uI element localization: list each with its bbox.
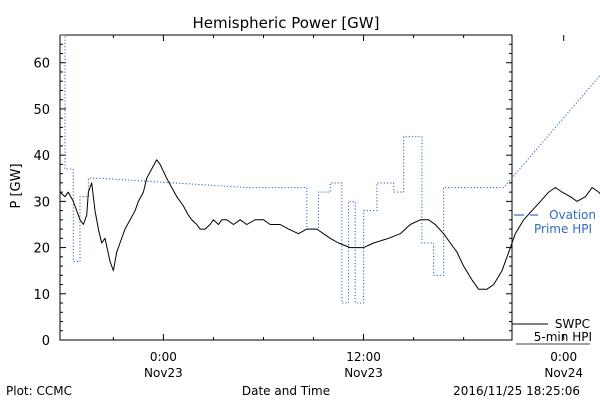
legend-ovation-label-line1: Ovation: [549, 208, 596, 222]
legend-swpc-label-line1: SWPC: [555, 317, 590, 331]
legend-ovation-label-line2: Prime HPI: [534, 222, 592, 236]
y-tick-label: 10: [33, 288, 50, 303]
y-tick-label: 60: [33, 57, 50, 72]
plot-frame: [59, 34, 513, 341]
plot-credit: Plot: CCMC: [6, 384, 72, 398]
x-tick-date-label: Nov24: [544, 366, 583, 380]
x-tick-date-label: Nov23: [144, 366, 183, 380]
y-axis-ticks: 0 10 20 30 40 50 60: [33, 43, 512, 349]
x-tick-time-label: 0:00: [550, 350, 577, 364]
x-tick-time-label: 0:00: [150, 350, 177, 364]
y-axis-label: P [GW]: [9, 163, 24, 208]
y-tick-label: 20: [33, 242, 50, 257]
y-tick-label: 50: [33, 103, 50, 118]
x-axis-ticks: 0:00Nov2312:00Nov230:00Nov2412:00Nov240:…: [112, 35, 583, 380]
y-tick-label: 40: [33, 149, 50, 164]
series-ovation-prime-line: [60, 34, 600, 304]
series-layer: [59, 34, 600, 304]
y-tick-label: 30: [33, 195, 50, 210]
series-swpc-line: [59, 159, 600, 290]
plot-timestamp: 2016/11/25 18:25:06: [453, 384, 580, 398]
chart-title: Hemispheric Power [GW]: [193, 14, 380, 32]
x-axis-label: Date and Time: [242, 384, 330, 398]
legend-swpc-label-line2: 5-min HPI: [534, 330, 592, 344]
x-tick-date-label: Nov23: [344, 366, 383, 380]
y-tick-label: 0: [42, 334, 50, 349]
x-tick-time-label: 12:00: [346, 350, 381, 364]
